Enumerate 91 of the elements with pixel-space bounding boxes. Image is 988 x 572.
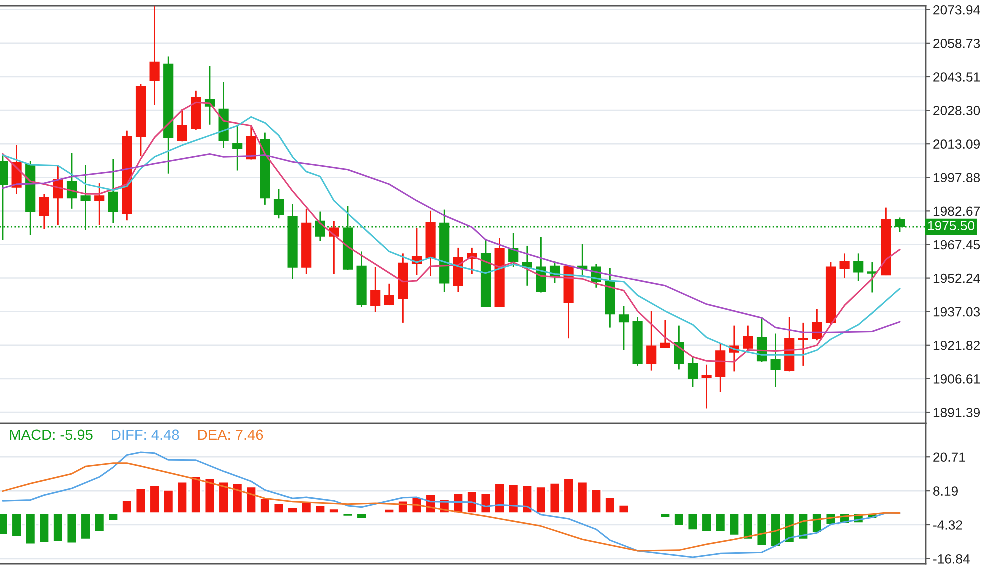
bar <box>287 506 298 514</box>
y-tick-label: 20.71 <box>934 452 966 462</box>
bar <box>466 491 478 514</box>
bar <box>508 484 520 514</box>
bar <box>328 508 340 514</box>
candlestick <box>370 266 381 314</box>
candlestick <box>660 319 670 350</box>
bar <box>536 486 547 514</box>
y-tick-label: 8.19 <box>934 486 958 496</box>
candlestick <box>840 252 850 279</box>
y-tick-label: 2073.94 <box>934 5 980 15</box>
y-tick-label: 1891.39 <box>934 408 980 418</box>
bar <box>11 512 22 538</box>
y-tick-label: 1906.61 <box>934 374 980 384</box>
y-tick-label: -16.84 <box>934 554 970 564</box>
candlestick <box>66 152 78 210</box>
y-tick-label: 1937.03 <box>934 307 980 317</box>
candlestick <box>702 364 712 410</box>
candlestick <box>384 283 394 306</box>
candlestick <box>232 124 243 172</box>
y-tick-label: 1967.45 <box>934 240 980 250</box>
bar <box>273 502 285 514</box>
candlestick <box>108 158 118 224</box>
bar <box>162 490 174 514</box>
bar <box>218 481 230 514</box>
bar <box>480 492 492 514</box>
bar <box>549 482 561 514</box>
bar <box>494 483 506 514</box>
bar <box>660 512 672 519</box>
bar <box>576 481 588 514</box>
candlestick <box>274 188 284 220</box>
bar <box>563 478 574 514</box>
bar <box>756 512 768 547</box>
text: DEA: 7.46 <box>198 430 264 440</box>
y-tick-label: 1921.82 <box>934 340 980 350</box>
bar <box>590 488 602 514</box>
bar <box>356 512 368 520</box>
bar <box>38 512 50 544</box>
candlestick <box>39 193 50 230</box>
candlestick <box>743 325 754 352</box>
bar <box>701 512 712 533</box>
candlestick <box>688 355 698 388</box>
y-tick-label: 1997.88 <box>934 173 980 183</box>
text: MACD: -5.95 <box>10 430 93 440</box>
bar <box>618 504 630 514</box>
candlestick <box>150 6 160 106</box>
bar <box>687 512 699 532</box>
candlestick <box>798 322 808 367</box>
candlestick <box>246 125 256 160</box>
y-tick-label: 2058.73 <box>934 38 980 48</box>
bar <box>342 512 354 518</box>
candlestick <box>674 325 684 370</box>
candlestick <box>177 108 188 142</box>
bar <box>80 512 92 540</box>
candlestick <box>618 306 630 351</box>
bar <box>52 512 64 542</box>
bar <box>246 486 258 514</box>
bar <box>522 484 534 514</box>
bar <box>24 512 36 546</box>
candlestick <box>770 333 781 388</box>
bar <box>728 512 740 536</box>
candlestick <box>854 252 864 282</box>
bar <box>770 512 782 548</box>
bar <box>135 488 147 514</box>
bar <box>204 478 216 514</box>
bar <box>108 512 120 522</box>
candlestick <box>94 182 105 226</box>
candlestick <box>867 262 878 294</box>
y-tick-label: 2013.09 <box>934 140 980 150</box>
bar <box>314 505 326 514</box>
bar <box>604 497 616 514</box>
ref-line-label: 1975.50 <box>928 221 975 231</box>
bar <box>190 476 202 514</box>
y-tick-label: 1952.24 <box>934 274 980 284</box>
y-tick-label: -4.32 <box>934 520 962 530</box>
y-tick-label: 2043.51 <box>934 72 980 82</box>
bar <box>66 512 78 544</box>
bar <box>94 512 106 533</box>
bar <box>742 512 754 540</box>
bar <box>260 498 271 514</box>
bar <box>149 484 160 514</box>
bar <box>384 508 396 514</box>
y-tick-label: 2028.30 <box>934 106 980 116</box>
bar <box>674 512 685 526</box>
bar <box>232 483 244 514</box>
series-label: DIFF: 4.48 <box>112 430 180 440</box>
y-tick-label: 1982.67 <box>934 206 980 216</box>
candlestick <box>646 310 657 372</box>
bar <box>176 481 188 514</box>
bar <box>714 512 726 533</box>
bar <box>122 500 133 514</box>
